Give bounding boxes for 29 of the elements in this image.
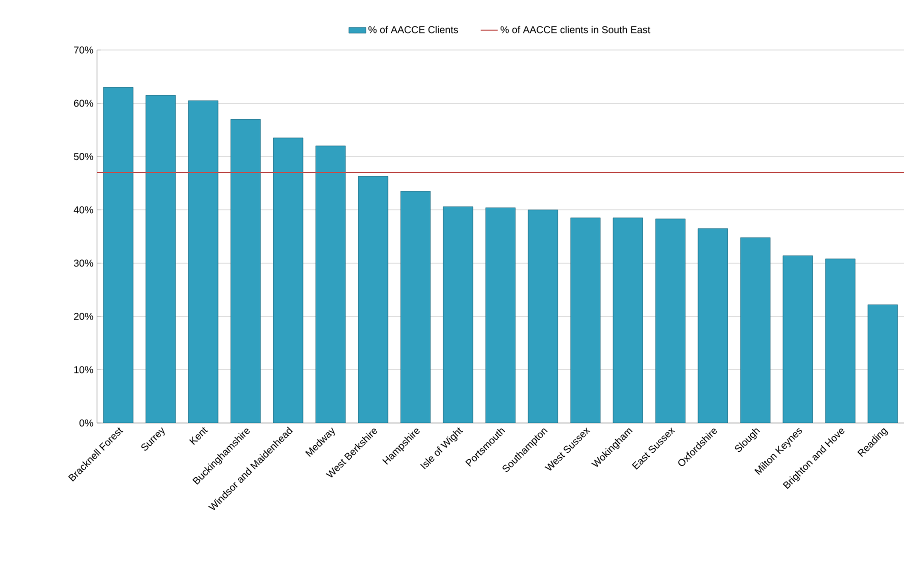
bar <box>273 138 304 423</box>
bar <box>528 210 558 423</box>
y-tick-label: 20% <box>74 312 94 320</box>
bar <box>400 191 431 423</box>
y-tick-label: 70% <box>74 46 94 54</box>
y-tick-label: 0% <box>79 419 94 427</box>
bar <box>782 255 813 423</box>
bar <box>103 87 134 423</box>
y-tick-label: 50% <box>74 153 94 160</box>
bar <box>825 258 856 423</box>
bar <box>358 176 388 423</box>
bar <box>485 208 516 423</box>
legend-label: % of AACCE Clients <box>368 26 458 34</box>
y-tick-label: 30% <box>74 260 94 267</box>
bar <box>442 206 474 423</box>
bar <box>230 119 261 423</box>
bar <box>655 218 686 423</box>
bar <box>612 218 643 423</box>
bar <box>868 304 898 423</box>
bar <box>146 95 176 423</box>
bar <box>570 218 601 423</box>
bar <box>698 228 728 423</box>
y-tick-label: 40% <box>74 206 94 214</box>
y-tick-label: 60% <box>74 100 94 107</box>
legend-label: % of AACCE clients in South East <box>500 26 650 34</box>
bar <box>188 100 218 423</box>
bar <box>740 237 770 423</box>
y-tick-label: 10% <box>74 366 94 374</box>
bar <box>316 146 346 423</box>
